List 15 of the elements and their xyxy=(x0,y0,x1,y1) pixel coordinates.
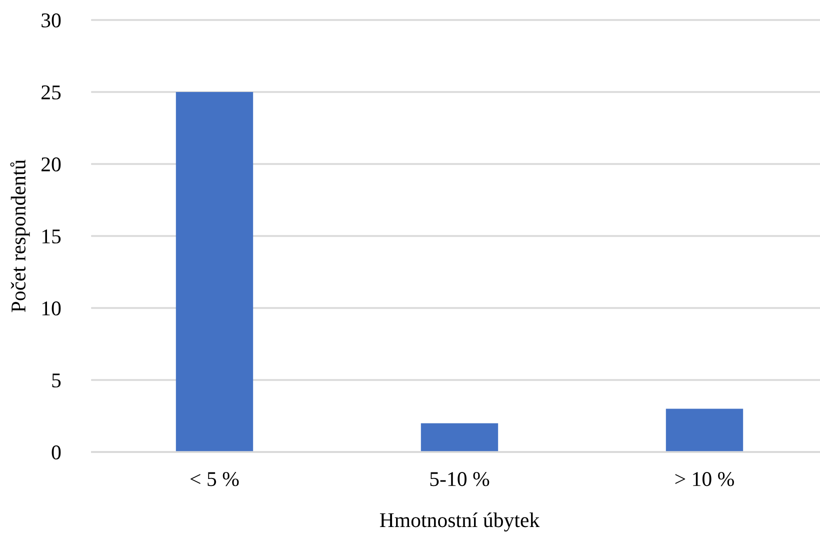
bar xyxy=(420,423,498,452)
y-tick-label: 15 xyxy=(42,229,61,244)
y-tick-label: 0 xyxy=(52,445,61,460)
y-tick-label: 30 xyxy=(42,13,61,28)
y-tick-label: 25 xyxy=(42,85,61,100)
y-tick-label: 5 xyxy=(52,374,61,388)
y-axis-title: Počet respondentů xyxy=(10,160,30,312)
bar xyxy=(176,92,254,452)
y-tick-label: 10 xyxy=(42,301,61,316)
x-axis-title: Hmotnostní úbytek xyxy=(380,512,540,532)
x-tick-label: < 5 % xyxy=(190,472,239,486)
bar xyxy=(666,408,744,452)
y-tick-label: 20 xyxy=(42,157,61,172)
x-tick-label: 5-10 % xyxy=(430,472,490,486)
x-tick-label: > 10 % xyxy=(675,472,734,486)
